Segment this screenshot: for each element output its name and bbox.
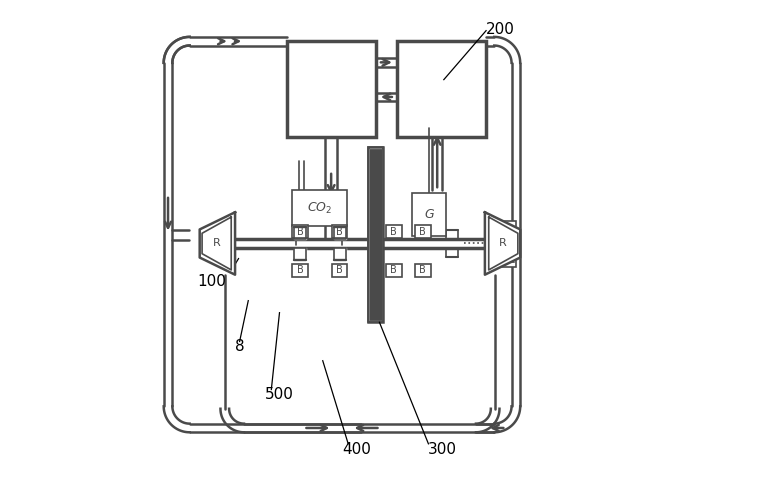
Bar <box>287 41 376 138</box>
Text: R: R <box>213 239 221 248</box>
Polygon shape <box>489 217 518 270</box>
Text: B: B <box>296 265 303 275</box>
Bar <box>292 225 308 238</box>
Bar <box>368 147 383 322</box>
Polygon shape <box>200 212 235 275</box>
Text: 400: 400 <box>342 442 370 457</box>
Bar <box>412 192 446 236</box>
Bar <box>386 225 402 238</box>
Bar <box>332 225 347 238</box>
Polygon shape <box>334 227 346 239</box>
Polygon shape <box>485 212 520 275</box>
Text: B: B <box>420 265 426 275</box>
Text: 300: 300 <box>427 442 456 457</box>
Polygon shape <box>202 217 231 270</box>
Bar <box>415 264 431 277</box>
Bar <box>292 264 308 277</box>
Polygon shape <box>334 248 346 260</box>
Text: B: B <box>336 265 343 275</box>
Bar <box>386 264 402 277</box>
Bar <box>499 222 516 267</box>
Text: B: B <box>420 226 426 237</box>
Bar <box>368 147 383 322</box>
Text: B: B <box>296 226 303 237</box>
Bar <box>292 190 347 226</box>
Bar <box>397 41 486 138</box>
Text: G: G <box>424 208 434 221</box>
Text: B: B <box>391 265 397 275</box>
Text: B: B <box>391 226 397 237</box>
Bar <box>332 264 347 277</box>
Text: 8: 8 <box>236 339 245 354</box>
Text: R: R <box>499 239 507 248</box>
Text: B: B <box>336 226 343 237</box>
Text: 100: 100 <box>197 274 225 289</box>
Text: $CO_2$: $CO_2$ <box>307 201 332 216</box>
Bar <box>415 225 431 238</box>
Polygon shape <box>294 248 307 260</box>
Text: 200: 200 <box>486 22 515 37</box>
Polygon shape <box>294 227 307 239</box>
Text: 500: 500 <box>265 387 294 402</box>
